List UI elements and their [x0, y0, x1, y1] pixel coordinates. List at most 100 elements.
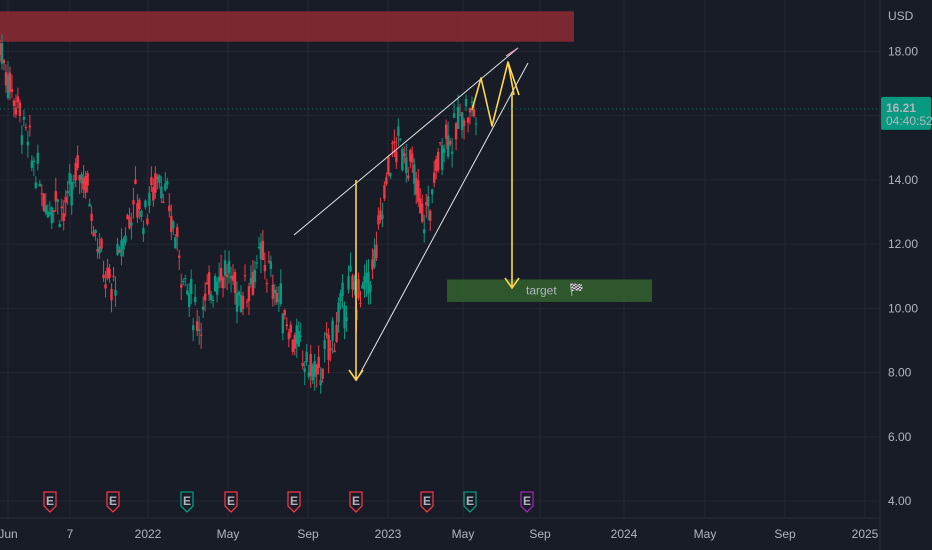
candle-body — [399, 138, 402, 140]
x-tick-label: 7 — [67, 527, 74, 541]
candle-body — [387, 156, 390, 175]
candle-body — [176, 227, 179, 237]
resistance-zone[interactable] — [0, 11, 574, 42]
wedge-lower-line[interactable] — [355, 62, 529, 382]
candle-body — [429, 210, 432, 221]
candle-body — [112, 275, 115, 277]
candle-body — [430, 189, 434, 195]
candle-body — [419, 198, 422, 214]
candle-body — [22, 116, 26, 120]
earnings-badge-shape — [43, 491, 57, 513]
candle-body — [436, 151, 440, 171]
candle-body — [383, 185, 386, 199]
earnings-marker-icon[interactable]: E — [106, 491, 120, 513]
candle-body — [281, 313, 285, 334]
candle-body — [261, 240, 265, 260]
candle-body — [233, 271, 237, 294]
candle-body — [124, 235, 127, 243]
candle-body — [14, 107, 18, 115]
candle-body — [162, 201, 165, 203]
candle-body — [365, 272, 368, 283]
candle-body — [255, 262, 259, 264]
candle-body — [146, 218, 149, 225]
candle-body — [180, 284, 183, 288]
earnings-marker-icon[interactable]: E — [43, 491, 57, 513]
candle-body — [448, 141, 452, 145]
candle-body — [375, 244, 378, 259]
candle-body — [295, 325, 298, 344]
candle-body — [142, 228, 145, 235]
candle-body — [321, 368, 324, 379]
candle-body — [172, 221, 175, 229]
earnings-label: E — [109, 494, 117, 508]
y-tick-label: 4.00 — [888, 494, 912, 508]
earnings-badge-shape — [463, 491, 477, 513]
candle-body — [130, 222, 133, 226]
candle-body — [359, 302, 362, 304]
wedge-upper-line[interactable] — [293, 47, 519, 236]
candle-body — [144, 200, 147, 208]
candle-body — [345, 317, 348, 321]
currency-label: USD — [888, 9, 914, 23]
earnings-marker-icon[interactable]: E — [420, 491, 434, 513]
candle-body — [442, 148, 446, 154]
candle-body — [26, 141, 30, 146]
candle-body — [432, 172, 436, 183]
x-tick-label: Sep — [529, 527, 551, 541]
candle-body — [327, 334, 330, 360]
candle-body — [203, 293, 207, 301]
candle-body — [401, 148, 404, 171]
earnings-marker-icon[interactable]: E — [287, 491, 301, 513]
candle-body — [325, 333, 328, 336]
candle-body — [405, 157, 408, 174]
candle-body — [369, 284, 372, 292]
candle-body — [243, 275, 247, 277]
candle-body — [50, 207, 53, 224]
candle-body — [132, 200, 135, 205]
candle-body — [446, 135, 450, 157]
candle-body — [235, 293, 239, 312]
candle-body — [339, 293, 342, 302]
candle-body — [423, 229, 426, 234]
candle-body — [285, 324, 288, 327]
x-tick-label: 2025 — [852, 527, 879, 541]
candle-body — [385, 177, 388, 184]
candle-body — [6, 75, 10, 99]
target-zone[interactable] — [447, 279, 652, 302]
earnings-badge-shape — [106, 491, 120, 513]
earnings-badge-shape — [224, 491, 238, 513]
earnings-marker-icon[interactable]: E — [463, 491, 477, 513]
earnings-marker-icon[interactable]: E — [180, 491, 194, 513]
earnings-label: E — [523, 494, 531, 508]
candle-body — [74, 163, 77, 181]
candle-body — [110, 288, 113, 301]
candle-body — [454, 123, 458, 140]
candle-body — [470, 101, 474, 103]
candle-body — [8, 72, 12, 93]
candle-body — [44, 205, 48, 213]
target-flag-icon: 🏁 — [569, 282, 584, 296]
candle-body — [271, 284, 275, 299]
earnings-label: E — [352, 494, 360, 508]
candle-body — [207, 272, 211, 295]
candle-body — [102, 274, 105, 279]
candle-body — [166, 181, 169, 185]
candle-body — [72, 182, 75, 184]
candle-body — [450, 151, 454, 154]
earnings-marker-icon[interactable]: E — [224, 491, 238, 513]
candle-body — [313, 361, 316, 377]
candle-body — [425, 202, 428, 205]
candle-body — [253, 270, 257, 283]
candle-body — [474, 123, 478, 125]
projection-zigzag[interactable] — [471, 61, 515, 127]
earnings-marker-icon[interactable]: E — [349, 491, 363, 513]
candle-body — [357, 279, 360, 299]
last-price-badge[interactable] — [881, 96, 931, 130]
candle-body — [34, 182, 38, 189]
earnings-marker-icon[interactable]: E — [520, 491, 534, 513]
x-tick-label: Jun — [0, 527, 18, 541]
candle-body — [341, 282, 344, 297]
candle-body — [213, 276, 217, 292]
